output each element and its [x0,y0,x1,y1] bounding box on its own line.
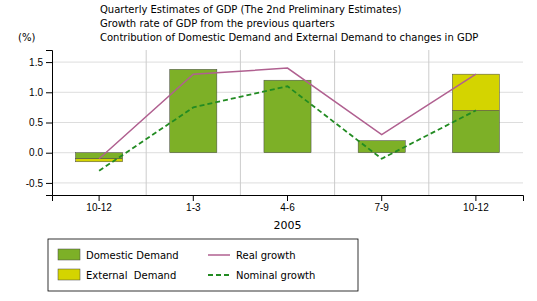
tick-label: -0.5 [26,178,44,189]
tick-mark [99,195,100,201]
tick-label: 1.0 [29,87,43,98]
legend-swatch [208,274,230,276]
legend-label: Real growth [236,250,296,261]
legend-label: Domestic Demand [86,250,179,261]
tick-mark [46,123,52,124]
legend-item: Nominal growth [208,270,315,281]
divider [428,50,429,195]
axis-line [53,196,524,202]
grid-line [52,182,523,183]
legend-label: Nominal growth [236,270,315,281]
tick: 1.0 [29,87,52,98]
line [99,86,476,171]
tick-label: 10-12 [463,202,489,213]
tick-label: 0.0 [29,147,43,158]
title: Quarterly Estimates of GDP (The 2nd Prel… [100,4,401,15]
legend-swatch [58,249,80,260]
marks [76,68,500,171]
bar [452,74,499,110]
grid [52,62,523,183]
tick-mark [46,153,52,154]
tick-label: 7-9 [374,202,389,213]
tick-mark [381,195,382,201]
tick: 4-6 [280,195,295,213]
tick-mark [475,195,476,201]
legend-swatch [208,254,230,256]
tick-mark [46,92,52,93]
axis-line [46,51,53,196]
subtitle: Growth rate of GDP from the previous qua… [100,18,335,29]
bar [264,80,311,153]
tick: -0.5 [26,178,52,189]
tick-mark [287,195,288,201]
bar [170,69,217,152]
legend-item: Real growth [208,250,296,261]
tick: 1.5 [29,57,52,68]
legend-item: External Demand [58,269,176,281]
grid-line [52,62,523,63]
bar [358,140,405,141]
annotation: Contribution of Domestic Demand and Exte… [100,32,478,43]
legend-label: External Demand [86,270,176,281]
tick-label: 1.5 [29,57,43,68]
plot: -0.5 0.0 0.5 1.0 1.5 10-12 1-3 4-6 7-9 10-12 [26,50,524,213]
x-axis-label: 2005 [274,219,302,232]
tick: 7-9 [374,195,389,213]
y-axis-label: (%) [18,32,35,43]
tick-mark [193,195,194,201]
tick-mark [46,62,52,63]
legend-frame [48,239,358,291]
bar [452,110,499,152]
y-axis: -0.5 0.0 0.5 1.0 1.5 [26,51,53,196]
tick: 0.0 [29,147,52,158]
tick-label: 4-6 [280,202,295,213]
legend-item: Domestic Demand [58,249,179,261]
chart: Quarterly Estimates of GDP (The 2nd Prel… [0,0,537,301]
dividers [146,50,429,195]
tick-label: 0.5 [29,117,43,128]
tick-label: 10-12 [86,202,112,213]
tick: 1-3 [186,195,201,213]
line [99,68,476,159]
divider [146,50,147,195]
tick: 10-12 [86,195,112,213]
tick-mark [46,183,52,184]
legend: Domestic Demand External Demand Real growt… [48,239,358,291]
bar [170,69,217,70]
divider [334,50,335,195]
tick-label: 1-3 [186,202,201,213]
tick: 0.5 [29,117,52,128]
tick: 10-12 [463,195,489,213]
x-axis: 10-12 1-3 4-6 7-9 10-12 [53,195,524,213]
legend-swatch [58,269,80,280]
